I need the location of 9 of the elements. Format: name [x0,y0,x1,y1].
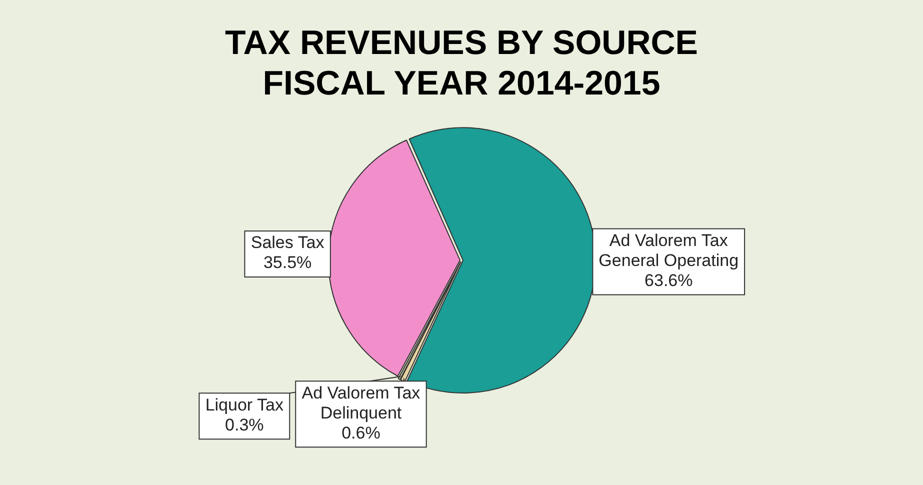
slice-label: Liquor Tax [205,395,284,414]
data-label: 0.3% [225,415,264,434]
slice-label: Ad Valorem Tax Delinquent [302,383,421,422]
chart-title: TAX REVENUES BY SOURCE FISCAL YEAR 2014-2015 [225,24,698,103]
data-label: 63.6% [644,270,693,290]
slice-label: Ad Valorem Tax General Operating [598,230,739,270]
data-label: 0.6% [342,423,380,442]
data-label: 35.5% [263,253,312,272]
slice-label: Sales Tax [250,233,325,252]
